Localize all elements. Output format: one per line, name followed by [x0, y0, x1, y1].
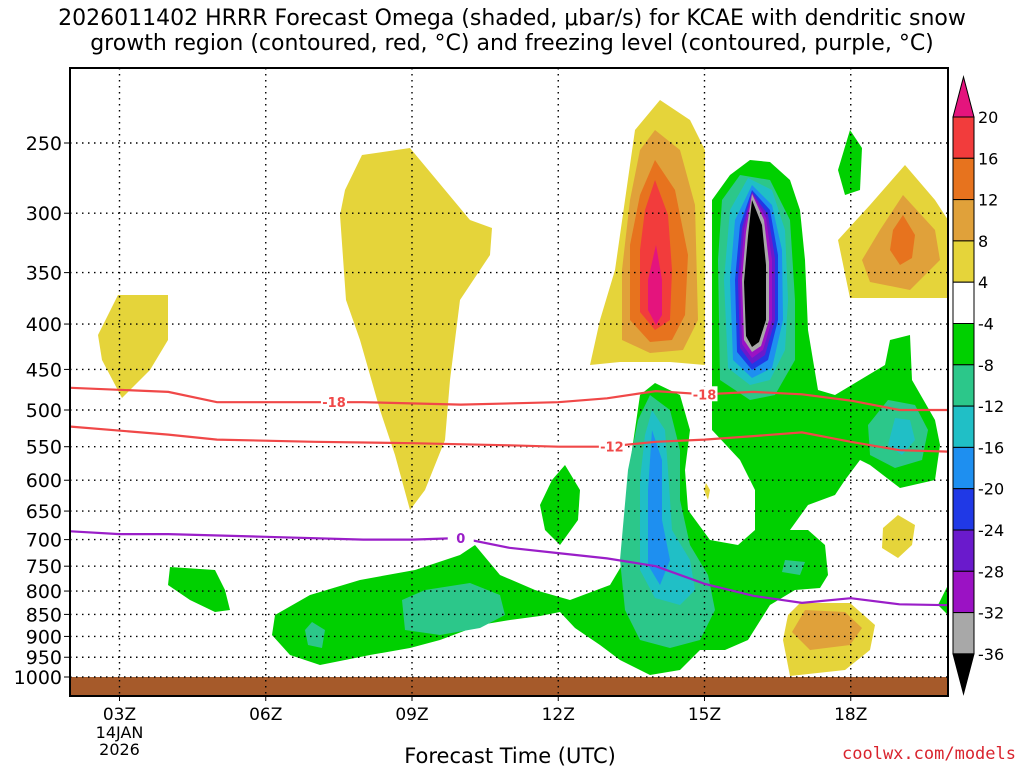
- omega-negative-region-03z-lower: [168, 567, 230, 612]
- colorbar-bin: [952, 116, 975, 159]
- plot-frame: [69, 67, 949, 697]
- colorbar-bin: [952, 364, 975, 407]
- y-axis: 2503003504004505005506006507007508008509…: [14, 133, 70, 689]
- omega-negative-region-teal-17z: [782, 560, 805, 575]
- x-tick-label: 03Z: [103, 705, 136, 725]
- y-tick-label: 650: [26, 501, 62, 523]
- omega-positive-region-14z-peak: [648, 245, 662, 325]
- x-tick-year-label: 2026: [99, 740, 140, 759]
- y-tick-label: 700: [26, 530, 62, 552]
- colorbar-bin: [952, 405, 975, 448]
- contour-freezing-level-0: [70, 530, 949, 607]
- contour-dgz-minus18: [70, 386, 949, 412]
- x-tick-label: 18Z: [834, 705, 867, 725]
- omega-negative-region-18z-upper: [838, 130, 862, 195]
- contour-label-bg: [447, 529, 474, 545]
- colorbar-bin: [952, 157, 975, 201]
- omega-positive-region-19z-low: [882, 515, 915, 558]
- colorbar-label: -32: [978, 604, 1004, 623]
- x-axis-label: Forecast Time (UTC): [404, 744, 616, 768]
- colorbar-bin: [952, 488, 975, 531]
- y-tick-label: 300: [26, 203, 62, 225]
- y-tick-label: 950: [26, 647, 62, 669]
- contour-lines: -18 -18 -12 0: [70, 386, 949, 607]
- x-tick-label: 09Z: [395, 705, 428, 725]
- colorbar-label: -16: [978, 438, 1004, 457]
- colorbar-label: -8: [978, 356, 994, 375]
- y-tick-label: 250: [26, 133, 62, 155]
- colorbar-label: 8: [978, 232, 988, 251]
- colorbar-label: -28: [978, 562, 1004, 581]
- omega-negative-region-black-16z: [744, 200, 766, 347]
- y-tick-label: 350: [26, 263, 62, 285]
- omega-positive-region-03z: [98, 295, 168, 398]
- colorbar-bin: [952, 529, 975, 572]
- colorbar-label: -4: [978, 315, 994, 334]
- contour-label: -18: [322, 396, 346, 411]
- colorbar-top-arrow: [952, 75, 975, 118]
- omega-negative-region-12z-small: [540, 465, 580, 545]
- omega-negative-region-teal-07z: [305, 622, 325, 648]
- contour-label: -18: [693, 388, 717, 403]
- y-tick-label: 450: [26, 359, 62, 381]
- source-credit[interactable]: coolwx.com/models: [842, 744, 1016, 764]
- colorbar-bottom-arrow: [952, 653, 975, 696]
- y-tick-label: 750: [26, 556, 62, 578]
- colorbar-label: -12: [978, 397, 1004, 416]
- colorbar-label: 16: [978, 149, 998, 168]
- y-tick-label: 1000: [14, 667, 62, 689]
- omega-positive-region-09z: [340, 148, 492, 510]
- colorbar-bin: [952, 323, 975, 366]
- omega-shading: [98, 100, 948, 676]
- contour-label-bg: [691, 386, 718, 402]
- colorbar-label: 4: [978, 273, 988, 292]
- omega-positive-region-15z-small: [704, 483, 710, 500]
- omega-negative-region-teal-lower: [402, 583, 505, 635]
- contour-label-bg: [598, 438, 625, 454]
- omega-positive-region-19z-core: [890, 215, 915, 265]
- omega-negative-region-cyan-19z: [888, 418, 915, 455]
- contour-label: -12: [600, 441, 624, 456]
- contour-label-bg: [321, 394, 347, 410]
- omega-negative-region-blue-14z: [648, 430, 670, 585]
- chart-title-line1: 2026011402 HRRR Forecast Omega (shaded, …: [58, 6, 966, 31]
- colorbar-bin: [952, 281, 975, 325]
- x-tick-date-label: 14JAN: [96, 723, 144, 742]
- colorbar-bin: [952, 570, 975, 614]
- colorbar-label: 20: [978, 108, 998, 127]
- contour-label: 0: [456, 532, 465, 547]
- y-tick-label: 500: [26, 400, 62, 422]
- colorbar-bin: [952, 612, 975, 655]
- y-tick-label: 400: [26, 314, 62, 336]
- gridlines: [70, 68, 948, 696]
- y-tick-label: 600: [26, 470, 62, 492]
- chart-title: 2026011402 HRRR Forecast Omega (shaded, …: [0, 6, 1024, 56]
- colorbar-label: -20: [978, 480, 1004, 499]
- colorbar-bin: [952, 446, 975, 490]
- y-tick-label: 900: [26, 626, 62, 648]
- x-tick-label: 15Z: [688, 705, 721, 725]
- colorbar: 20 16 12 8 4 -4 -8 -12 -16 -20 -24 -28 -32 -36: [952, 75, 1004, 696]
- colorbar-bin: [952, 240, 975, 283]
- y-tick-label: 800: [26, 581, 62, 603]
- chart-title-line2: growth region (contoured, red, °C) and f…: [90, 31, 934, 56]
- y-tick-label: 550: [26, 437, 62, 459]
- colorbar-bin: [952, 199, 975, 242]
- omega-negative-region-20z-edge: [938, 585, 948, 615]
- colorbar-label: -36: [978, 645, 1004, 664]
- colorbar-label: -24: [978, 521, 1004, 540]
- x-tick-label: 06Z: [249, 705, 282, 725]
- omega-positive-region-17z-low-inner: [792, 610, 862, 650]
- y-tick-label: 850: [26, 604, 62, 626]
- ground-strip: [70, 677, 948, 696]
- colorbar-label: 12: [978, 191, 998, 210]
- x-tick-label: 12Z: [542, 705, 575, 725]
